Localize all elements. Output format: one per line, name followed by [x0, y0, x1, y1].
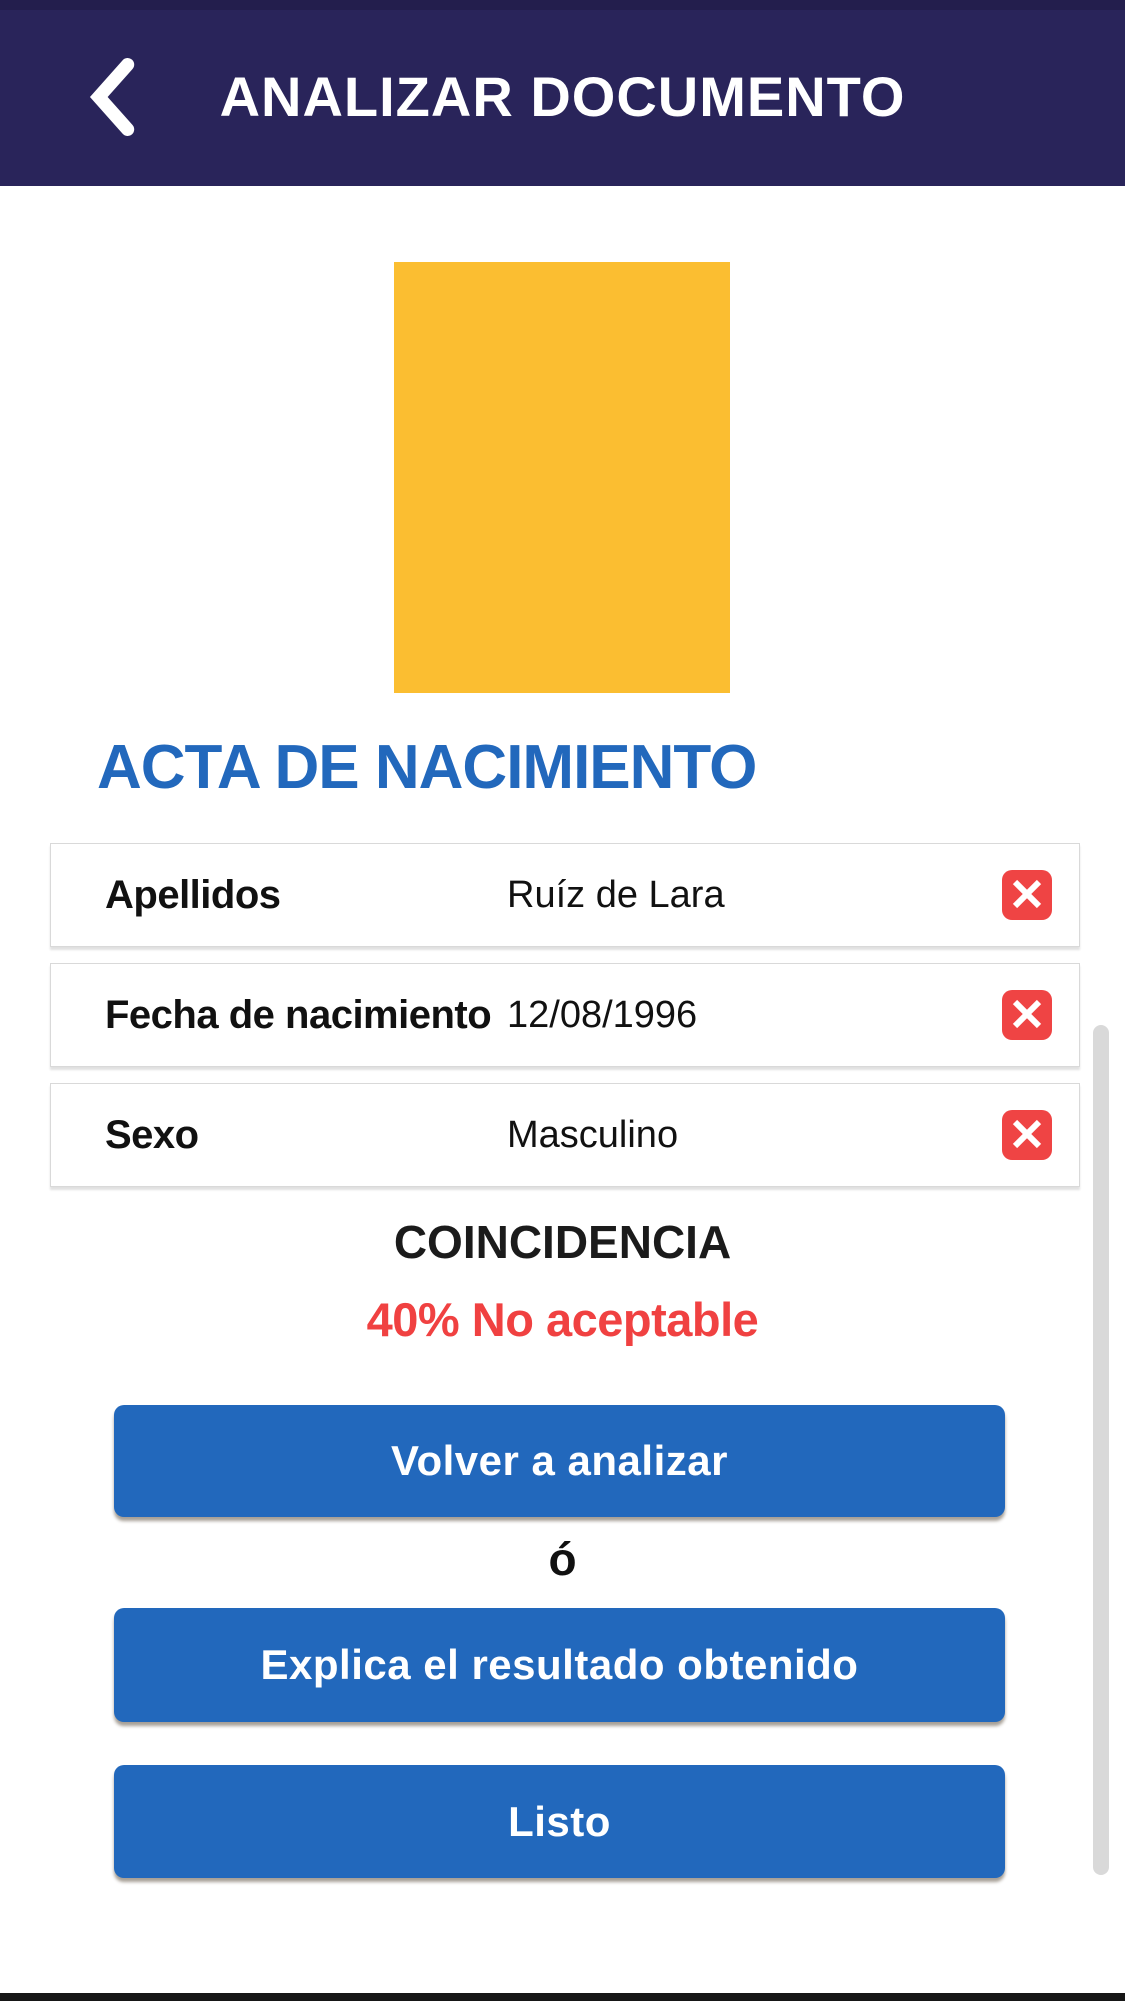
document-title: ACTA DE NACIMIENTO: [97, 733, 757, 802]
field-row-fecha-nacimiento: Fecha de nacimiento 12/08/1996: [50, 963, 1080, 1067]
bottom-edge-bar: [0, 1993, 1125, 2001]
x-icon: [1010, 997, 1044, 1034]
field-value: 12/08/1996: [507, 993, 698, 1036]
field-value: Ruíz de Lara: [507, 873, 725, 916]
explain-result-button[interactable]: Explica el resultado obtenido: [114, 1608, 1005, 1722]
mismatch-button[interactable]: [1002, 1110, 1052, 1160]
status-bar: [0, 0, 1125, 10]
match-result: 40% No aceptable: [366, 1293, 759, 1346]
or-separator: ó: [548, 1533, 577, 1585]
scrollbar-thumb[interactable]: [1093, 1025, 1109, 1875]
field-value: Masculino: [507, 1113, 679, 1156]
field-label: Apellidos: [105, 872, 281, 917]
back-button[interactable]: [72, 50, 152, 146]
x-icon: [1010, 1117, 1044, 1154]
reanalyze-button[interactable]: Volver a analizar: [114, 1405, 1005, 1517]
field-label: Fecha de nacimiento: [105, 992, 492, 1037]
field-row-apellidos: Apellidos Ruíz de Lara: [50, 843, 1080, 947]
x-icon: [1010, 877, 1044, 914]
mismatch-button[interactable]: [1002, 990, 1052, 1040]
document-thumbnail[interactable]: [394, 262, 730, 693]
mismatch-button[interactable]: [1002, 870, 1052, 920]
match-label: COINCIDENCIA: [393, 1216, 732, 1268]
chevron-left-icon: [88, 57, 136, 139]
page-title: ANALIZAR DOCUMENTO: [219, 64, 906, 128]
field-row-sexo: Sexo Masculino: [50, 1083, 1080, 1187]
field-label: Sexo: [105, 1112, 199, 1157]
header-bar: ANALIZAR DOCUMENTO: [0, 0, 1125, 186]
done-button[interactable]: Listo: [114, 1765, 1005, 1878]
